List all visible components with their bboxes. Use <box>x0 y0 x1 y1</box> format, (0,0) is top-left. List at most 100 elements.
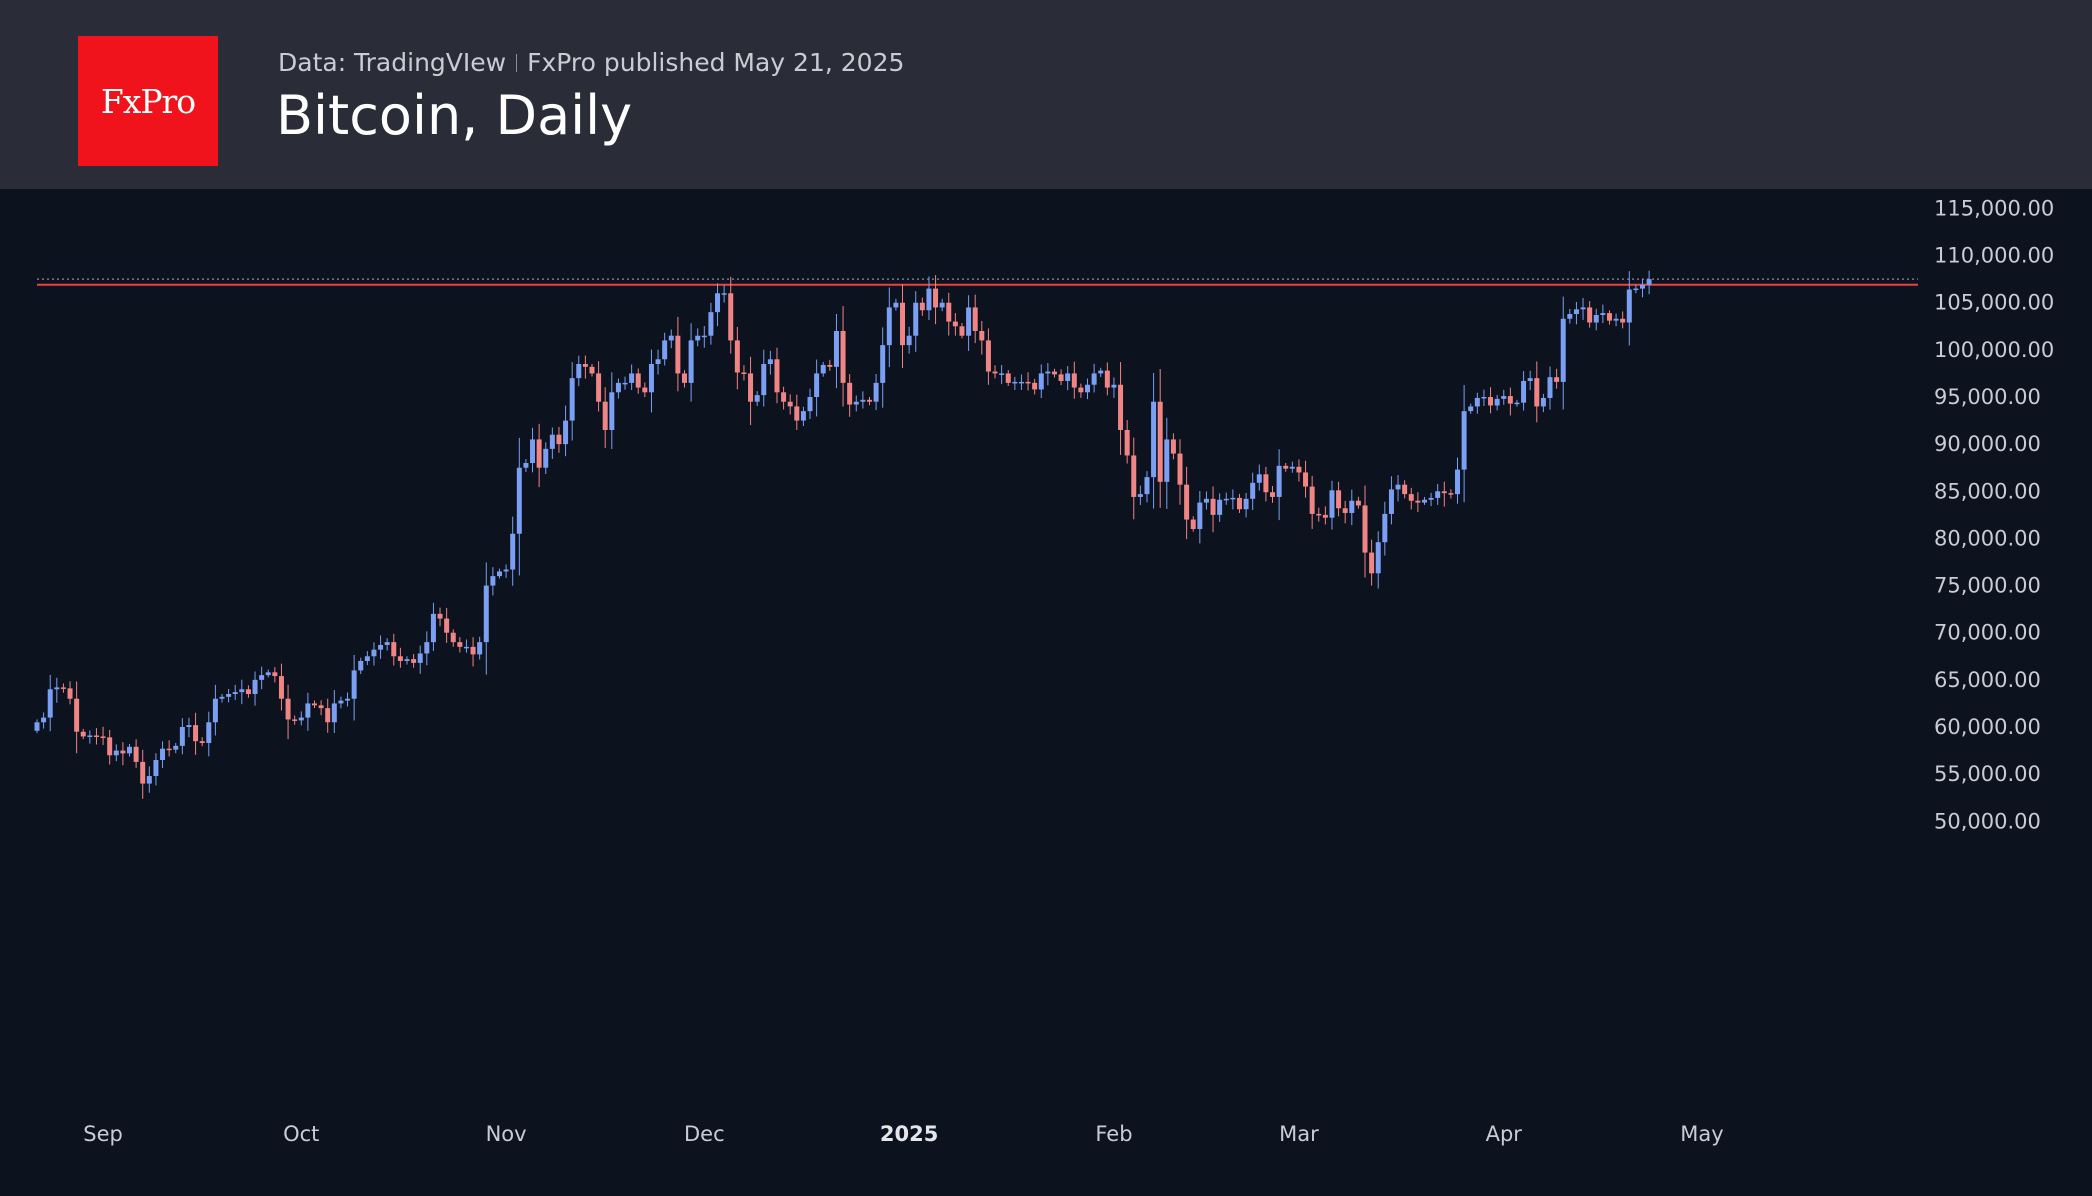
y-tick-label: 115,000.00 <box>1934 196 2054 220</box>
candle-down <box>1408 494 1414 501</box>
candle-up <box>886 307 892 346</box>
candle-up <box>1375 542 1381 574</box>
candle-up <box>1065 373 1071 381</box>
candle-up <box>1045 371 1051 374</box>
candle-down <box>278 676 284 699</box>
candle-up <box>893 302 899 308</box>
x-tick-label: Apr <box>1486 1122 1523 1146</box>
candle-up <box>371 649 377 657</box>
candle-up <box>226 694 232 697</box>
candle-up <box>1111 384 1117 388</box>
candle-down <box>311 703 317 706</box>
candle-up <box>490 576 496 586</box>
candle-up <box>1012 381 1018 384</box>
candle-up <box>860 399 866 402</box>
candle-down <box>470 646 476 655</box>
candle-down <box>582 364 588 367</box>
candle-up <box>833 331 839 367</box>
candles <box>34 270 1652 799</box>
candle-up <box>820 364 826 374</box>
candle-down <box>1415 500 1421 503</box>
candle-up <box>351 670 357 699</box>
candle-up <box>259 675 265 680</box>
candle-down <box>60 687 66 689</box>
y-tick-label: 55,000.00 <box>1934 762 2041 786</box>
candle-up <box>648 364 654 393</box>
candle-up <box>212 698 218 723</box>
candle-up <box>1580 307 1586 310</box>
candle-down <box>1032 382 1038 390</box>
candle-down <box>536 439 542 468</box>
y-tick-label: 65,000.00 <box>1934 668 2041 692</box>
candle-up <box>424 642 430 654</box>
x-tick-label: Oct <box>283 1122 319 1146</box>
candle-up <box>814 373 820 397</box>
candle-up <box>483 585 489 643</box>
candle-down <box>166 748 172 751</box>
candle-down <box>450 632 456 643</box>
candle-up <box>1428 497 1434 500</box>
candle-up <box>1223 498 1229 501</box>
candle-down <box>74 698 80 732</box>
candle-up <box>153 760 159 777</box>
candle-up <box>999 373 1005 375</box>
candle-down <box>602 401 608 430</box>
candle-up <box>34 722 40 731</box>
candle-up <box>239 689 245 693</box>
candle-down <box>1316 513 1322 516</box>
candle-up <box>252 679 258 694</box>
candle-up <box>516 467 522 534</box>
candle-down <box>952 321 958 327</box>
candle-up <box>1481 397 1487 399</box>
candle-down <box>140 761 146 784</box>
candle-up <box>1164 439 1170 482</box>
candle-up <box>1540 397 1546 407</box>
candle-up <box>47 689 53 718</box>
candle-up <box>503 569 509 572</box>
candle-up <box>364 656 370 661</box>
candle-up <box>853 401 859 405</box>
candle-up <box>549 434 555 449</box>
candle-up <box>510 533 516 570</box>
candle-down <box>1534 378 1540 407</box>
candle-down <box>1184 484 1190 520</box>
candle-up <box>358 661 364 671</box>
candle-down <box>1190 519 1196 529</box>
candle-down <box>635 373 641 388</box>
y-tick-label: 105,000.00 <box>1934 291 2054 315</box>
x-tick-label: Nov <box>486 1122 527 1146</box>
candle-up <box>1203 498 1209 503</box>
candle-up <box>404 659 410 661</box>
candle-up <box>1633 288 1639 291</box>
candle-down <box>734 340 740 373</box>
candle-down <box>1362 505 1368 553</box>
y-axis: 115,000.00 110,000.00 105,000.00 100,000.00… <box>1934 196 2054 833</box>
candle-down <box>1170 439 1176 454</box>
candle-down <box>596 373 602 402</box>
candle-up <box>715 293 721 313</box>
reference-lines <box>37 278 1918 286</box>
candle-up <box>1514 402 1520 405</box>
candle-down <box>444 618 450 633</box>
candle-up <box>87 735 93 737</box>
candle-down <box>1606 313 1612 321</box>
candle-down <box>1283 465 1289 469</box>
candle-down <box>318 705 324 709</box>
candle-up <box>688 340 694 383</box>
y-tick-label: 70,000.00 <box>1934 621 2041 645</box>
candle-up <box>206 722 212 744</box>
candle-down <box>100 736 106 738</box>
candle-up <box>913 302 919 336</box>
candle-up <box>331 703 337 723</box>
candle-up <box>384 642 390 645</box>
candle-down <box>285 698 291 720</box>
candle-down <box>193 725 199 742</box>
candle-down <box>642 387 648 393</box>
candle-up <box>761 364 767 396</box>
candle-down <box>107 737 113 756</box>
x-tick-label: 2025 <box>880 1122 938 1146</box>
candle-up <box>146 776 152 784</box>
source-divider <box>516 54 518 72</box>
candle-up <box>1329 490 1335 518</box>
candle-up <box>800 411 806 421</box>
